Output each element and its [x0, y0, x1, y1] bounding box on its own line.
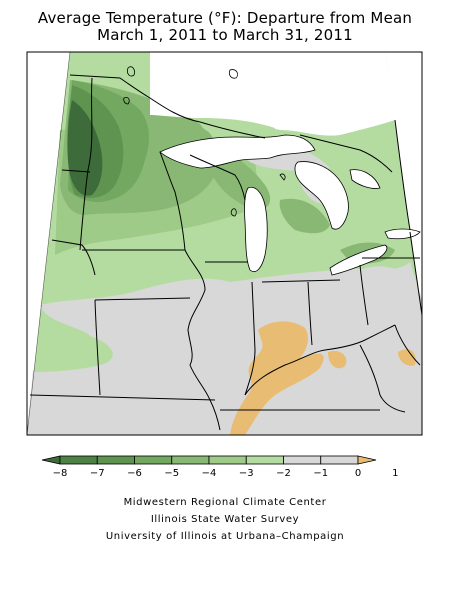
credit-line2: Illinois State Water Survey [150, 514, 300, 525]
border-nd-sd [61, 169, 91, 173]
border-ny-east [409, 231, 423, 316]
lake-of-the-woods [127, 66, 135, 77]
legend-tick-label: −7 [90, 468, 105, 479]
lake-nipigon [228, 69, 238, 79]
border-ky-wv [359, 344, 406, 413]
legend-swatch [96, 455, 135, 465]
border-ohio-river [244, 324, 396, 396]
border-mo-kansas [94, 299, 101, 396]
map-border [26, 51, 423, 436]
legend-tick-label: −1 [313, 468, 328, 479]
map-title-line2: March 1, 2011 to March 31, 2011 [97, 26, 353, 44]
border-mn-west [79, 77, 93, 251]
minnesota-lakes [123, 97, 130, 105]
legend-arrow-low [41, 455, 61, 465]
projection-edge [26, 51, 71, 436]
region-positive-kentucky [328, 350, 347, 369]
legend-tick-label: −4 [202, 468, 217, 479]
lake-huron [294, 161, 349, 230]
legend-arrow-high [357, 455, 377, 465]
lake-superior [159, 134, 316, 169]
border-il-in [244, 281, 256, 396]
border-wi-mi [189, 154, 246, 201]
border-mn-wi [159, 151, 186, 251]
legend-tick-label: −2 [276, 468, 291, 479]
region-east-grey [360, 266, 422, 310]
region-sw-green [35, 318, 113, 372]
credit-line1: Midwestern Regional Climate Center [123, 497, 327, 508]
border-us-canada [69, 74, 266, 139]
isle-royale [279, 173, 286, 181]
legend-tick-label: 1 [392, 468, 398, 479]
legend-swatch [59, 455, 98, 465]
border-oh-pa [359, 264, 369, 326]
region-positive-east [398, 349, 416, 366]
border-mi-in-oh [261, 279, 341, 283]
color-legend: −8 −7 −6 −5 −4 −3 −2 −1 0 1 [41, 455, 398, 479]
region-minus7 [67, 100, 103, 196]
border-ia-mo [94, 297, 191, 301]
border-mo-ar [29, 394, 216, 401]
legend-swatch [134, 455, 173, 465]
border-quebec [394, 119, 411, 231]
region-ontario-green [199, 118, 275, 137]
legend-tick-label: 0 [355, 468, 361, 479]
border-ia-il [184, 249, 221, 431]
credit-line3: University of Illinois at Urbana–Champai… [105, 531, 345, 542]
legend-swatch [283, 455, 322, 465]
lake-winnebago [230, 208, 237, 217]
legend-swatch [320, 455, 359, 465]
border-sd-ne [51, 239, 96, 276]
region-positive [230, 321, 324, 435]
georgian-bay [349, 169, 381, 189]
lake-erie [329, 244, 388, 276]
map-title-line1: Average Temperature (°F): Departure from… [37, 9, 413, 27]
border-ontario-north [299, 134, 393, 173]
legend-swatch [208, 455, 247, 465]
legend-tick-label: −8 [53, 468, 68, 479]
legend-swatch [245, 455, 284, 465]
lake-michigan [244, 186, 268, 272]
political-borders [29, 74, 423, 431]
region-near-zero [27, 262, 422, 435]
region-lower-mi-minus4 [279, 198, 330, 234]
legend-swatch [171, 455, 210, 465]
lake-ontario [384, 228, 421, 240]
region-ontario [150, 52, 395, 136]
border-wv-va [394, 324, 421, 366]
shaded-regions [27, 52, 422, 435]
legend-tick-label: −3 [239, 468, 254, 479]
legend-tick-label: −5 [164, 468, 179, 479]
legend-tick-label: −6 [127, 468, 142, 479]
border-in-oh [307, 281, 313, 346]
small-features [123, 66, 286, 217]
